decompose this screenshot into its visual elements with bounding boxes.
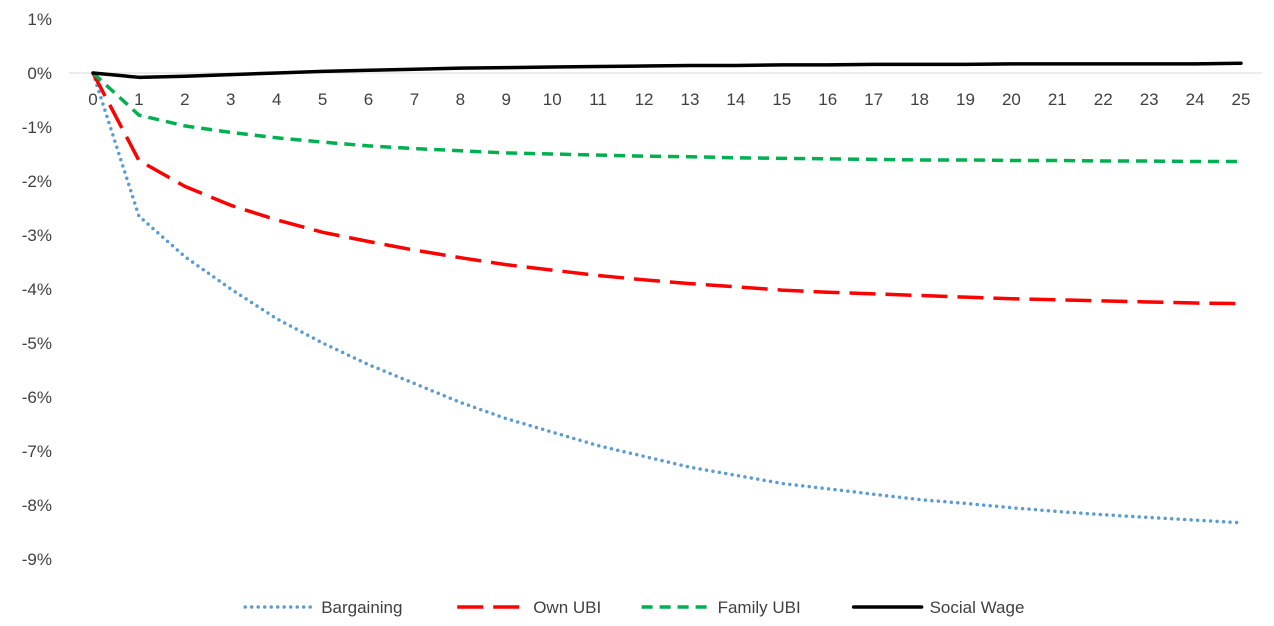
x-tick-label: 12 (635, 90, 654, 109)
legend: Bargaining Own UBI Family UBI Social Wage (243, 598, 1025, 617)
x-tick-label: 4 (272, 90, 281, 109)
legend-label-own-ubi: Own UBI (533, 598, 601, 617)
x-tick-label: 5 (318, 90, 327, 109)
x-tick-label: 17 (864, 90, 883, 109)
x-tick-label: 13 (680, 90, 699, 109)
x-tick-label: 21 (1048, 90, 1067, 109)
y-tick-label: -5% (22, 334, 52, 353)
y-tick-label: -3% (22, 226, 52, 245)
x-tick-label: 1 (134, 90, 143, 109)
y-tick-label: -4% (22, 280, 52, 299)
y-tick-label: -1% (22, 118, 52, 137)
series-line-social-wage (91, 61, 1243, 80)
x-tick-label: 22 (1094, 90, 1113, 109)
x-tick-label: 14 (726, 90, 745, 109)
x-tick-label: 7 (410, 90, 419, 109)
x-tick-label: 6 (364, 90, 373, 109)
y-tick-label: -8% (22, 496, 52, 515)
x-axis-tick-labels: 0 1 2 3 4 5 6 7 8 9 10 11 12 13 14 15 16 17 18 19 20 21 22 23 24… (88, 90, 1250, 109)
x-tick-label: 9 (502, 90, 511, 109)
x-tick-label: 8 (456, 90, 465, 109)
x-tick-label: 10 (543, 90, 562, 109)
x-tick-label: 3 (226, 90, 235, 109)
legend-item-own-ubi: Own UBI (457, 598, 601, 617)
y-tick-label: -9% (22, 550, 52, 569)
y-tick-label: -7% (22, 442, 52, 461)
x-tick-label: 20 (1002, 90, 1021, 109)
y-tick-label: -2% (22, 172, 52, 191)
legend-label-social-wage: Social Wage (930, 598, 1025, 617)
legend-item-family-ubi: Family UBI (641, 598, 801, 617)
y-tick-label: 1% (27, 10, 52, 29)
series-lines (91, 61, 1243, 525)
x-tick-label: 25 (1232, 90, 1251, 109)
x-tick-label: 18 (910, 90, 929, 109)
x-tick-label: 0 (88, 90, 97, 109)
legend-label-bargaining: Bargaining (321, 598, 402, 617)
y-tick-label: -6% (22, 388, 52, 407)
legend-label-family-ubi: Family UBI (718, 598, 801, 617)
series-line-family-ubi (91, 71, 1241, 164)
legend-item-social-wage: Social Wage (851, 598, 1025, 617)
x-tick-label: 23 (1140, 90, 1159, 109)
y-axis-tick-labels: 1% 0% -1% -2% -3% -4% -5% -6% -7% -8% -9% (22, 10, 52, 569)
series-line-bargaining (91, 71, 1243, 525)
legend-item-bargaining: Bargaining (243, 598, 402, 617)
series-line-own-ubi (91, 72, 1242, 306)
x-tick-label: 16 (818, 90, 837, 109)
x-tick-label: 24 (1186, 90, 1205, 109)
y-tick-label: 0% (27, 64, 52, 83)
x-tick-label: 11 (589, 90, 607, 109)
x-tick-label: 2 (180, 90, 189, 109)
x-tick-label: 15 (772, 90, 791, 109)
x-tick-label: 19 (956, 90, 975, 109)
